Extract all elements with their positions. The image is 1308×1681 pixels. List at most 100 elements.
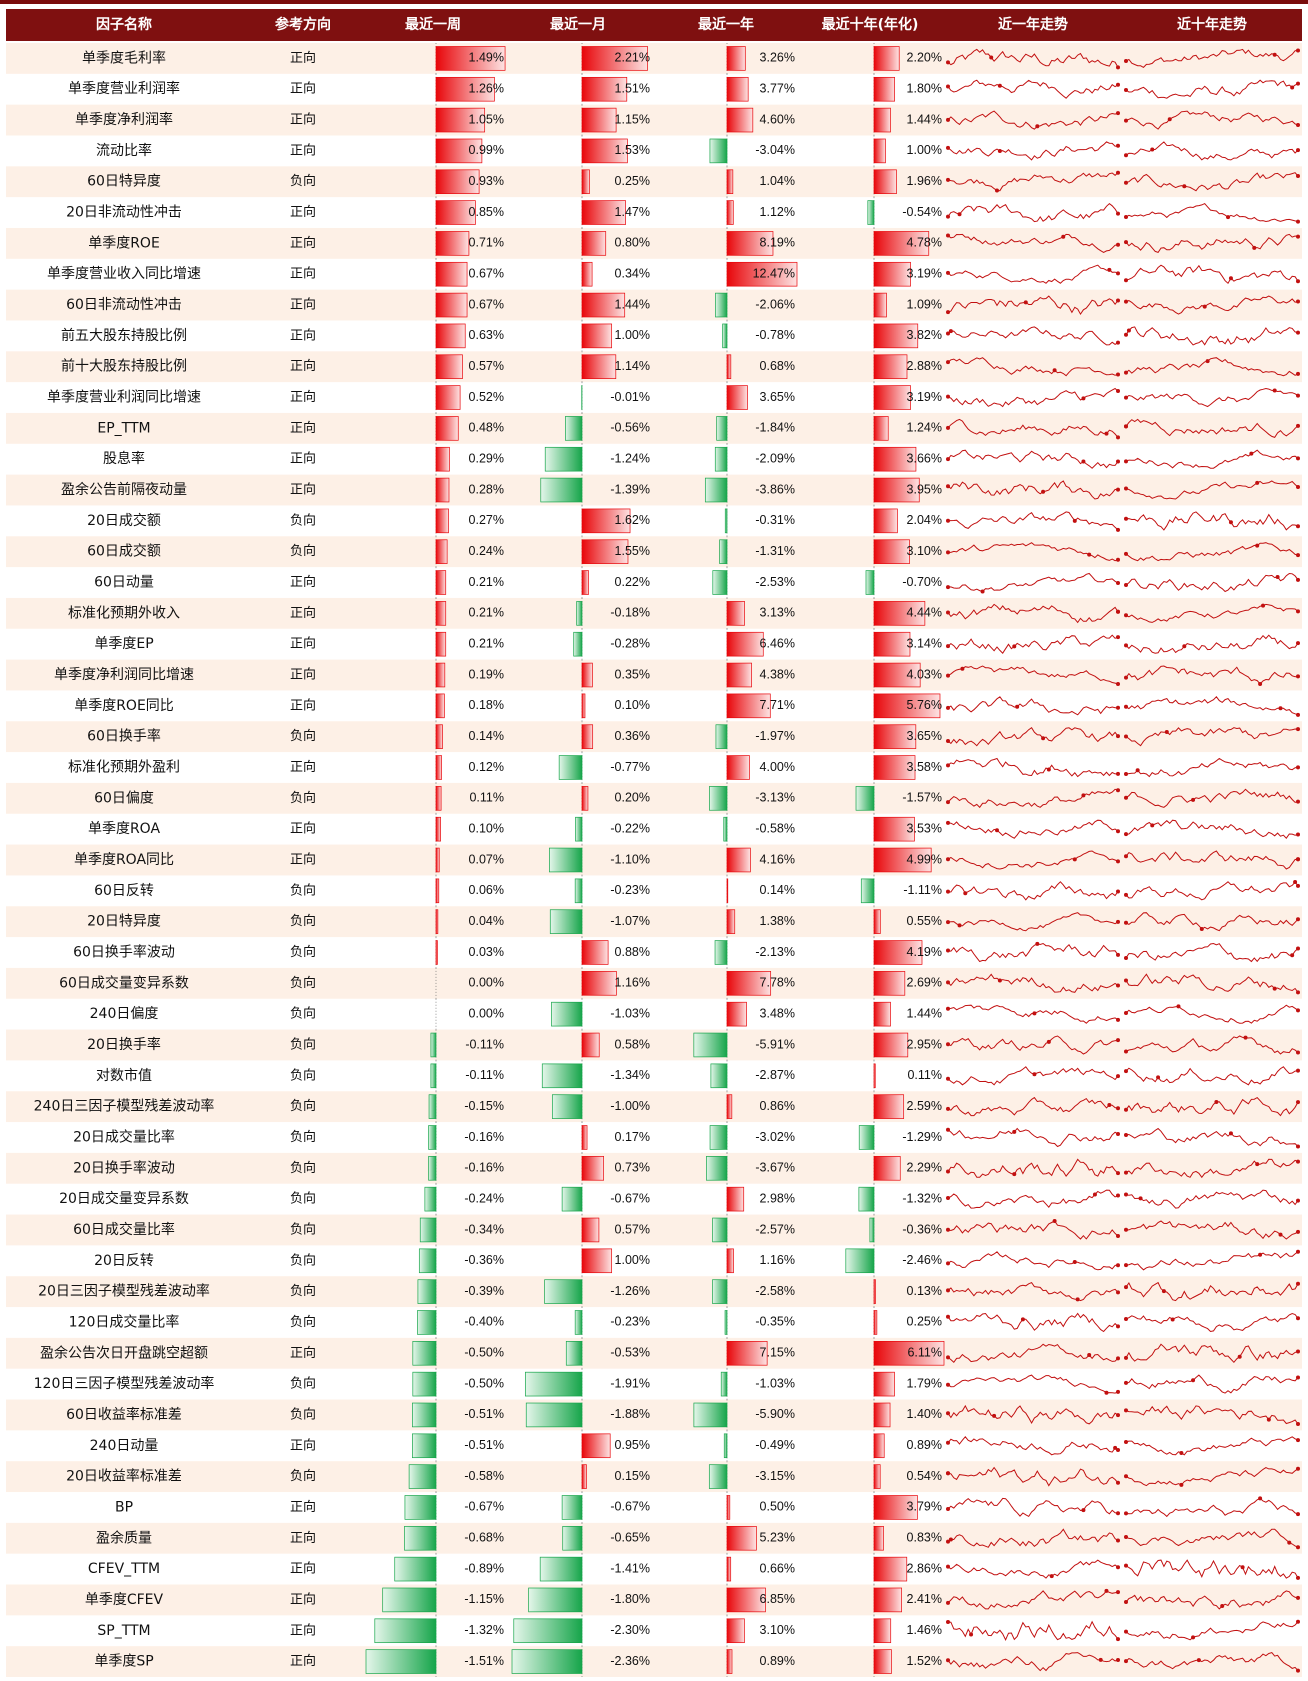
value-label: 5.23% — [760, 1531, 795, 1545]
data-bar — [713, 571, 727, 595]
data-bar — [419, 1249, 436, 1273]
sparkline-dot — [1296, 1422, 1300, 1426]
direction: 负向 — [290, 1283, 316, 1299]
direction: 负向 — [290, 1376, 316, 1392]
sparkline-dot — [1296, 235, 1300, 239]
sparkline-dot — [1124, 459, 1128, 463]
data-bar — [727, 47, 745, 71]
sparkline-dot — [1124, 643, 1128, 647]
value-label: -0.16% — [464, 1161, 504, 1175]
sparkline-dot — [1296, 1376, 1300, 1380]
value-label: 2.04% — [907, 513, 942, 527]
row-background — [6, 166, 1302, 197]
sparkline-dot — [1124, 979, 1128, 983]
sparkline-dot — [946, 1169, 950, 1173]
sparkline-dot — [1124, 796, 1128, 800]
sparkline-dot — [1116, 488, 1120, 492]
sparkline-dot — [1124, 517, 1128, 521]
value-label: 1.62% — [615, 513, 650, 527]
value-label: 0.13% — [907, 1284, 942, 1298]
sparkline-dot — [1296, 485, 1300, 489]
value-label: -1.31% — [755, 544, 795, 558]
data-bar — [545, 447, 582, 471]
direction: 正向 — [290, 389, 316, 405]
sparkline-dot — [1206, 359, 1210, 363]
row-background — [6, 43, 1302, 74]
data-bar — [874, 910, 880, 934]
value-label: 0.25% — [615, 174, 650, 188]
data-bar — [727, 1249, 734, 1273]
sparkline-dot — [1116, 829, 1120, 833]
sparkline-dot — [946, 519, 950, 523]
sparkline-dot — [1124, 1263, 1128, 1267]
data-bar — [436, 786, 441, 810]
value-label: 1.04% — [760, 174, 795, 188]
sparkline-dot — [1267, 1418, 1271, 1422]
sparkline-dot — [1116, 1590, 1120, 1594]
table-row: 20日三因子模型残差波动率负向-0.39%-1.26%-2.58%0.13% — [6, 1276, 1302, 1307]
sparkline-dot — [1214, 1100, 1218, 1104]
factor-name: 盈余公告前隔夜动量 — [61, 481, 187, 498]
sparkline-dot — [1124, 1171, 1128, 1175]
factor-name: SP_TTM — [97, 1623, 150, 1639]
data-bar — [566, 1341, 582, 1365]
sparkline-dot — [946, 674, 950, 678]
sparkline-dot — [1296, 372, 1300, 376]
value-label: -1.03% — [755, 1376, 795, 1390]
data-bar — [874, 1465, 880, 1489]
sparkline-dot — [1182, 644, 1186, 648]
direction: 正向 — [290, 358, 316, 374]
value-label: 2.21% — [615, 51, 650, 65]
sparkline-dot — [1116, 859, 1120, 863]
value-label: 0.99% — [469, 143, 504, 157]
data-bar — [436, 231, 469, 255]
table-row: 20日反转负向-0.36%1.00%1.16%-2.46% — [94, 1245, 1300, 1276]
data-bar — [582, 1249, 612, 1273]
sparkline-dot — [1041, 736, 1045, 740]
value-label: -2.36% — [610, 1654, 650, 1668]
direction: 正向 — [290, 1499, 316, 1515]
data-bar — [436, 601, 446, 625]
data-bar — [582, 725, 593, 749]
sparkline-dot — [1124, 734, 1128, 738]
data-bar — [727, 201, 733, 225]
sparkline — [1126, 80, 1298, 98]
value-label: 1.44% — [615, 297, 650, 311]
sparkline-dot — [1116, 1171, 1120, 1175]
data-bar — [436, 694, 444, 718]
value-label: 0.57% — [469, 359, 504, 373]
value-label: 0.71% — [469, 236, 504, 250]
row-background — [6, 660, 1302, 691]
sparkline-dot — [1032, 1011, 1036, 1015]
sparkline-dot — [1124, 1049, 1128, 1053]
sparkline-dot — [1124, 300, 1128, 304]
value-label: 3.19% — [907, 390, 942, 404]
factor-name: 60日特异度 — [87, 174, 161, 190]
sparkline-dot — [946, 1128, 950, 1132]
value-label: 0.67% — [469, 267, 504, 281]
sparkline-dot — [946, 706, 950, 710]
sparkline — [1126, 1129, 1298, 1147]
factor-name: 20日成交量变异系数 — [59, 1190, 189, 1207]
sparkline-dot — [1273, 53, 1277, 57]
data-bar — [413, 1341, 436, 1365]
data-bar — [436, 509, 449, 533]
factor-name: 单季度净利润率 — [75, 111, 173, 128]
value-label: -0.15% — [464, 1099, 504, 1113]
sparkline-dot — [1116, 212, 1120, 216]
sparkline-dot — [1238, 1355, 1242, 1359]
table-row: 20日换手率波动负向-0.16%0.73%-3.67%2.29% — [6, 1153, 1302, 1184]
data-bar — [874, 47, 899, 71]
table-row: 240日三因子模型残差波动率负向-0.15%-1.00%0.86%2.59% — [6, 1091, 1302, 1122]
data-bar — [436, 355, 462, 379]
value-label: 0.63% — [469, 328, 504, 342]
row-background — [6, 536, 1302, 567]
value-label: -0.53% — [610, 1346, 650, 1360]
sparkline-dot — [1073, 1260, 1077, 1264]
direction: 负向 — [290, 790, 316, 806]
